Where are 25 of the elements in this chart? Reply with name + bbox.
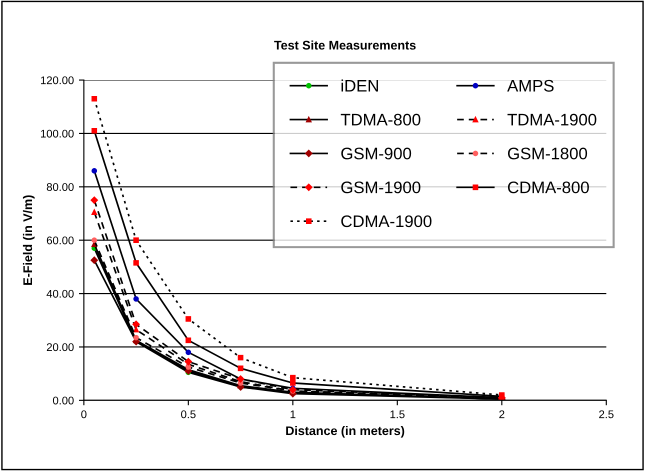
x-tick-label: 2.5 (599, 410, 614, 418)
legend-label: AMPS (507, 80, 554, 92)
y-tick-label: 120.00 (40, 76, 74, 84)
y-tick-label: 100.00 (40, 130, 74, 138)
x-tick-label: 1.5 (390, 410, 405, 418)
legend-label: TDMA-1900 (508, 114, 596, 126)
y-axis-title: E-Field (in V/m) (22, 195, 35, 285)
legend-label: CDMA-800 (508, 181, 589, 194)
x-tick-label: 1 (290, 410, 296, 418)
y-tick-label: 0.00 (52, 396, 74, 404)
chart-title: Test Site Measurements (274, 40, 416, 50)
x-tick-label: 0 (81, 410, 87, 418)
legend-label: CDMA-1900 (341, 215, 432, 228)
legend-label: GSM-1800 (508, 148, 588, 160)
y-tick-label: 80.00 (46, 183, 74, 191)
legend-label: GSM-900 (341, 148, 412, 160)
y-tick-label: 40.00 (46, 290, 74, 298)
x-tick-label: 2 (499, 410, 504, 418)
legend-label: iDEN (342, 79, 378, 92)
legend-label: TDMA-800 (340, 114, 420, 126)
x-tick-label: 0.5 (181, 410, 196, 418)
y-tick-label: 20.00 (46, 343, 74, 352)
x-axis-title: Distance (in meters) (286, 426, 404, 438)
y-tick-label: 60.00 (46, 236, 74, 244)
legend-label: GSM-1900 (341, 181, 420, 194)
